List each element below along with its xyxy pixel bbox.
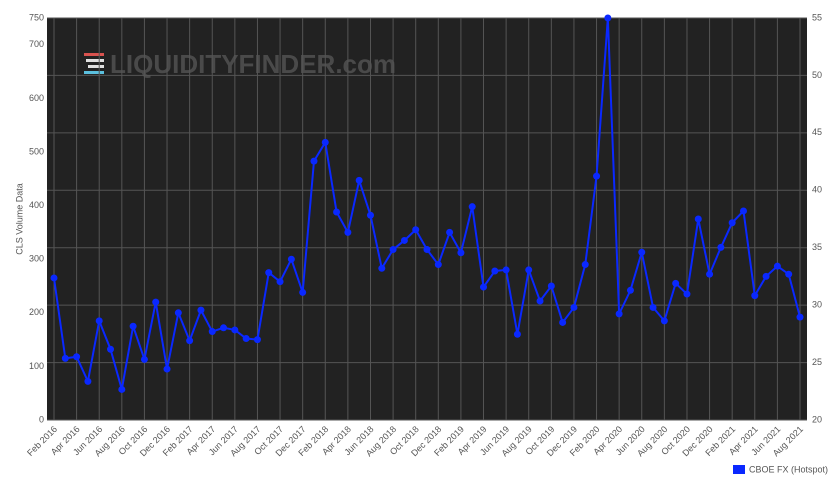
y2-tick-label: 20 [812,414,822,424]
y-tick-label: 600 [29,93,44,103]
y2-tick-label: 50 [812,70,822,80]
data-point [333,208,341,216]
y-axis-title: CLS Volume Data [14,183,24,255]
data-point [762,272,770,280]
watermark: LIQUIDITYFINDER.com [110,49,396,79]
data-point [626,286,634,294]
data-point [649,303,657,311]
data-point [728,219,736,227]
y-tick-label: 0 [39,414,44,424]
data-point [796,313,804,321]
data-point [174,309,182,317]
y-tick-label: 750 [29,12,44,22]
data-point [412,226,420,234]
data-point [446,228,454,236]
y-tick-label: 200 [29,307,44,317]
data-point [739,207,747,215]
data-point [366,211,374,219]
data-point [276,278,284,286]
data-point [389,246,397,254]
data-point [95,317,103,325]
data-point [129,322,137,330]
y2-tick-label: 30 [812,300,822,310]
y-tick-label: 500 [29,146,44,156]
data-point [253,336,261,344]
data-point [140,355,148,363]
y2-tick-label: 35 [812,242,822,252]
data-point [186,337,194,345]
data-point [321,138,329,146]
data-point [423,246,431,254]
data-point [559,318,567,326]
data-point [107,345,115,353]
data-point [672,279,680,287]
data-point [299,288,307,296]
y-tick-label: 700 [29,39,44,49]
y2-tick-label: 40 [812,185,822,195]
y2-tick-label: 45 [812,127,822,137]
data-point [457,249,465,257]
legend-label: CBOE FX (Hotspot) [749,464,828,474]
data-point [73,353,81,361]
data-point [434,261,442,269]
data-point [468,203,476,211]
data-point [61,354,69,362]
data-point [355,176,363,184]
y-tick-label: 400 [29,200,44,210]
data-point [660,317,668,325]
data-point [773,262,781,270]
logo-icon [84,53,104,74]
data-point [242,335,250,343]
data-point [378,264,386,272]
plot-background [47,18,807,420]
y-tick-label: 300 [29,254,44,264]
data-point [400,236,408,244]
data-point [480,283,488,291]
data-point [491,267,499,275]
data-point [751,292,759,300]
data-point [683,290,691,298]
data-point [84,377,92,385]
data-point [717,243,725,251]
data-point [502,266,510,274]
y-tick-label: 100 [29,361,44,371]
data-point [344,228,352,236]
data-point [163,365,171,373]
data-point [694,215,702,223]
data-point [525,266,533,274]
y2-tick-label: 55 [812,12,822,22]
data-point [581,261,589,269]
legend-swatch [733,465,745,474]
data-point [604,14,612,22]
data-point [50,274,58,282]
data-point [547,282,555,290]
data-point [706,270,714,278]
data-point [197,306,205,314]
data-point [570,303,578,311]
data-point [593,172,601,180]
data-point [536,297,544,305]
data-point [615,310,623,318]
data-point [118,385,126,393]
data-point [231,326,239,334]
data-point [310,157,318,165]
data-point [208,328,216,336]
data-point [220,324,228,332]
data-point [152,298,160,306]
y2-tick-label: 25 [812,357,822,367]
data-point [513,330,521,338]
data-point [265,269,273,277]
data-point [287,255,295,263]
data-point [785,270,793,278]
data-point [638,248,646,256]
